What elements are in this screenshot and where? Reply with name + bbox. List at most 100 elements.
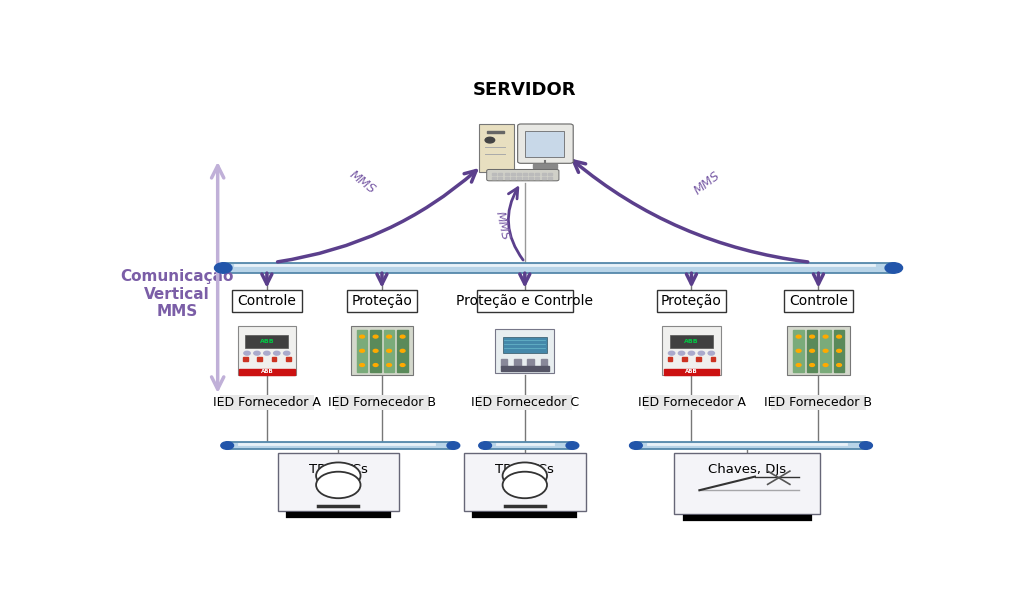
Bar — [523, 177, 527, 179]
Bar — [820, 330, 830, 372]
Bar — [536, 173, 540, 175]
Bar — [493, 177, 497, 179]
Text: TPs , TCs: TPs , TCs — [309, 462, 368, 475]
Circle shape — [400, 349, 404, 352]
Bar — [286, 357, 291, 361]
Circle shape — [678, 351, 685, 355]
FancyBboxPatch shape — [503, 336, 547, 353]
FancyBboxPatch shape — [663, 326, 721, 375]
Text: IED Fornecedor A: IED Fornecedor A — [213, 397, 321, 410]
Circle shape — [273, 351, 280, 355]
Circle shape — [837, 335, 842, 338]
Polygon shape — [227, 442, 454, 450]
Circle shape — [860, 442, 872, 450]
Bar — [499, 173, 503, 175]
Circle shape — [373, 349, 378, 352]
Bar — [257, 357, 262, 361]
Bar — [668, 357, 673, 361]
Circle shape — [316, 462, 360, 489]
Text: Proteção e Controle: Proteção e Controle — [457, 294, 593, 308]
Bar — [529, 177, 534, 179]
Text: MMS: MMS — [692, 169, 723, 197]
FancyBboxPatch shape — [518, 124, 573, 164]
Bar — [239, 369, 295, 375]
Text: ABB: ABB — [260, 369, 273, 374]
Bar — [517, 177, 521, 179]
Text: IED Fornecedor B: IED Fornecedor B — [765, 397, 872, 410]
FancyBboxPatch shape — [486, 170, 559, 181]
Circle shape — [359, 349, 365, 352]
FancyBboxPatch shape — [238, 326, 296, 375]
Circle shape — [244, 351, 250, 355]
Bar — [505, 177, 509, 179]
Text: MMS: MMS — [494, 210, 512, 241]
FancyBboxPatch shape — [783, 290, 853, 312]
Text: IED Fornecedor B: IED Fornecedor B — [328, 397, 436, 410]
FancyBboxPatch shape — [771, 395, 865, 410]
Circle shape — [359, 335, 365, 338]
Text: IED Fornecedor C: IED Fornecedor C — [471, 397, 579, 410]
Bar — [682, 357, 687, 361]
Bar — [542, 173, 546, 175]
Circle shape — [503, 462, 547, 489]
Bar — [517, 173, 521, 175]
FancyBboxPatch shape — [477, 290, 572, 312]
Circle shape — [837, 349, 842, 352]
FancyBboxPatch shape — [496, 328, 554, 373]
FancyBboxPatch shape — [787, 326, 850, 375]
Circle shape — [709, 351, 715, 355]
Circle shape — [221, 442, 233, 450]
Bar — [532, 164, 557, 167]
Circle shape — [837, 363, 842, 367]
Text: SERVIDOR: SERVIDOR — [473, 81, 577, 100]
FancyBboxPatch shape — [675, 453, 819, 514]
Text: Chaves, DJs: Chaves, DJs — [708, 462, 786, 475]
Circle shape — [400, 363, 404, 367]
Circle shape — [823, 363, 828, 367]
Circle shape — [797, 349, 801, 352]
Circle shape — [810, 349, 814, 352]
Bar — [511, 177, 515, 179]
Circle shape — [688, 351, 694, 355]
Text: TPs , TCs: TPs , TCs — [496, 462, 554, 475]
Circle shape — [485, 137, 495, 143]
Circle shape — [669, 351, 675, 355]
Circle shape — [797, 363, 801, 367]
Bar — [499, 177, 503, 179]
Text: ABB: ABB — [259, 339, 274, 344]
Bar — [711, 357, 715, 361]
Circle shape — [214, 263, 232, 273]
Bar — [486, 131, 504, 133]
Polygon shape — [636, 442, 866, 450]
Circle shape — [479, 442, 492, 450]
FancyBboxPatch shape — [656, 290, 726, 312]
FancyBboxPatch shape — [477, 395, 572, 410]
Polygon shape — [485, 442, 572, 450]
Bar — [536, 177, 540, 179]
Bar — [523, 173, 527, 175]
Circle shape — [387, 335, 391, 338]
Text: Proteção: Proteção — [662, 294, 722, 308]
Text: Proteção: Proteção — [351, 294, 413, 308]
Bar — [384, 330, 394, 372]
Circle shape — [373, 363, 378, 367]
FancyBboxPatch shape — [350, 326, 414, 375]
Polygon shape — [223, 263, 894, 273]
Circle shape — [885, 263, 902, 273]
Text: IED Fornecedor A: IED Fornecedor A — [638, 397, 745, 410]
Circle shape — [316, 472, 360, 498]
Text: ABB: ABB — [684, 339, 698, 344]
Bar — [357, 330, 368, 372]
FancyBboxPatch shape — [464, 453, 586, 511]
Circle shape — [823, 335, 828, 338]
Bar — [511, 173, 515, 175]
FancyBboxPatch shape — [670, 335, 713, 349]
FancyBboxPatch shape — [524, 130, 564, 157]
Circle shape — [630, 442, 642, 450]
Text: Comunicação
Vertical
MMS: Comunicação Vertical MMS — [121, 269, 233, 319]
Circle shape — [359, 363, 365, 367]
Text: MMS: MMS — [346, 169, 378, 197]
FancyBboxPatch shape — [335, 395, 429, 410]
Bar — [371, 330, 381, 372]
Bar — [664, 369, 719, 375]
